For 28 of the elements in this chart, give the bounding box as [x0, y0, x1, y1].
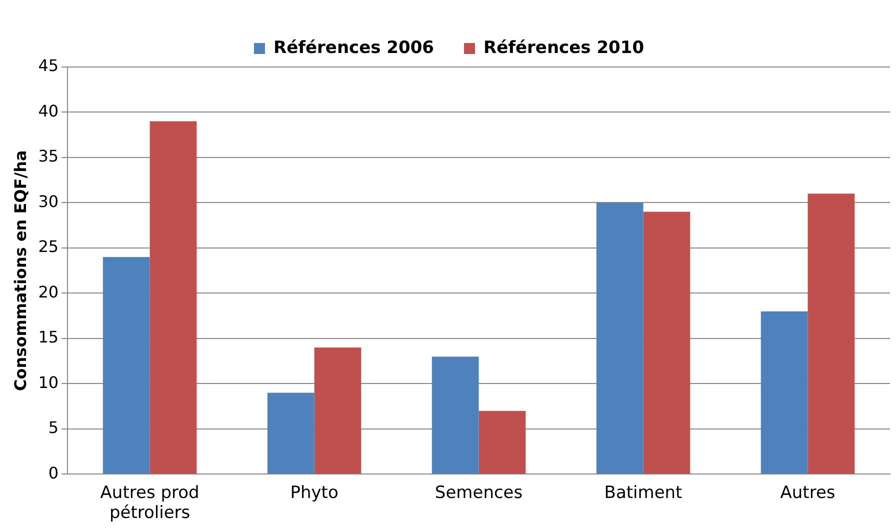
y-tick-label: 40 — [38, 101, 59, 120]
y-axis-title: Consommations en EQF/ha — [10, 150, 30, 391]
y-tick-label: 45 — [38, 56, 59, 76]
bar — [808, 194, 855, 474]
y-tick-label: 25 — [38, 237, 59, 256]
y-tick-label: 10 — [38, 372, 59, 392]
bar — [478, 410, 526, 474]
legend-label: Références 2006 — [273, 38, 434, 58]
x-tick-label: Autres — [780, 482, 836, 503]
bar — [267, 392, 314, 474]
bar — [432, 356, 479, 474]
legend-label: Références 2010 — [484, 38, 644, 58]
y-tick-label: 0 — [48, 463, 59, 482]
bar — [150, 121, 197, 474]
x-tick-label: Autres prod pétroliers — [100, 482, 200, 524]
x-tick-label: Batiment — [604, 482, 683, 503]
y-tick-label: 5 — [48, 418, 59, 438]
y-tick-label: 20 — [38, 282, 59, 302]
y-tick-label: 35 — [38, 146, 59, 166]
bar — [760, 311, 808, 474]
bar — [314, 348, 362, 474]
x-tick-label: Semences — [434, 482, 523, 503]
bar — [102, 257, 150, 474]
y-tick-label: 30 — [38, 192, 59, 211]
x-tick-label: Phyto — [290, 482, 338, 503]
bar — [643, 212, 690, 474]
y-tick-label: 15 — [38, 328, 59, 347]
bar — [596, 202, 644, 474]
